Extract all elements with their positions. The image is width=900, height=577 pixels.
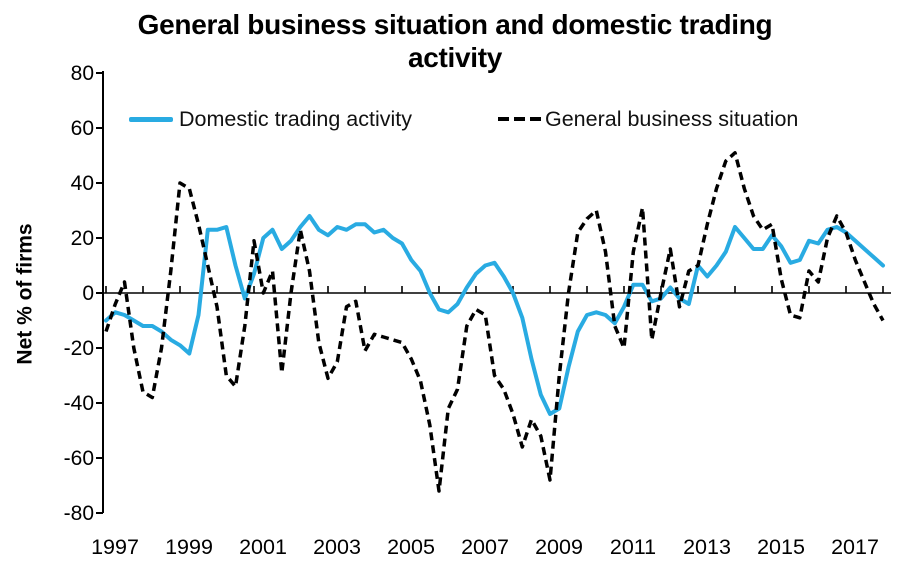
chart-title: General business situation and domestic …	[137, 9, 773, 74]
legend-swatch-dashed-line	[498, 117, 541, 121]
x-tick-label: 2003	[313, 535, 361, 559]
y-tick-label: 0	[82, 282, 94, 305]
y-tick-label: 40	[70, 172, 94, 195]
x-tick-label: 2013	[683, 535, 731, 559]
x-tick-label: 2005	[387, 535, 435, 559]
y-tick-label: -60	[63, 447, 94, 470]
x-tick-label: 2017	[831, 535, 879, 559]
legend-swatch-solid-line	[129, 116, 173, 122]
x-tick-label: 1997	[91, 535, 139, 559]
legend-item-domestic-trading: Domestic trading activity	[129, 104, 412, 134]
legend-item-general-business: General business situation	[498, 104, 798, 134]
y-tick-label: 60	[70, 117, 94, 140]
legend-label: Domestic trading activity	[179, 106, 412, 131]
y-tick-label: -20	[63, 337, 94, 360]
x-tick-label: 2007	[461, 535, 509, 559]
x-tick-label: 2009	[535, 535, 583, 559]
y-tick-label: 80	[70, 62, 94, 85]
axes	[96, 71, 891, 514]
x-tick-label: 1999	[165, 535, 213, 559]
legend: Domestic trading activity General busine…	[0, 104, 900, 134]
x-tick-label: 2015	[757, 535, 805, 559]
y-tick-label: -80	[63, 502, 94, 525]
data-series	[104, 151, 885, 493]
y-tick-label: 20	[70, 227, 94, 250]
series-line-general-business-situation	[104, 151, 885, 493]
legend-label: General business situation	[545, 106, 799, 131]
x-tick-label: 2011	[609, 535, 657, 559]
series-line-domestic-trading-activity	[104, 214, 885, 416]
x-tick-label: 2001	[239, 535, 287, 559]
y-tick-label: -40	[63, 392, 94, 415]
